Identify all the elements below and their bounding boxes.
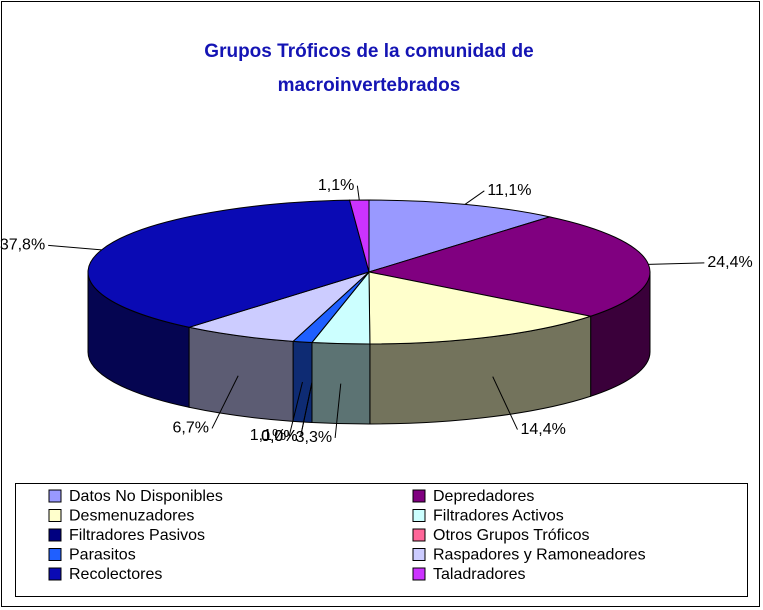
data-label: 0,0% (261, 428, 297, 445)
chart-title: macroinvertebrados (278, 75, 461, 96)
legend-swatch (412, 509, 426, 522)
slice-side (188, 326, 294, 422)
legend-label: Filtradores Activos (433, 508, 564, 525)
leader-line (48, 244, 102, 251)
slice (368, 199, 552, 273)
legend-label: Filtradores Pasivos (69, 527, 205, 544)
data-label: 14,4% (520, 421, 565, 438)
legend-swatch (48, 489, 62, 503)
data-label: 37,8% (0, 237, 45, 254)
data-label: 1,1% (250, 427, 286, 444)
data-label: 3,3% (296, 429, 332, 446)
leader-line (356, 185, 360, 201)
data-label: 1,1% (318, 177, 354, 194)
legend-swatch (412, 489, 426, 503)
leader-line (464, 190, 485, 205)
legend-swatch (412, 567, 426, 581)
chart-title: Grupos Tróficos de la comunidad de (204, 41, 533, 62)
legend-label: Raspadores y Ramoneadores (433, 547, 646, 564)
leader-line (648, 262, 705, 265)
legend-swatch (48, 528, 62, 542)
legend-label: Datos No Disponibles (69, 488, 223, 505)
legend-label: Taladradores (433, 566, 526, 583)
leader-line (492, 376, 518, 430)
slice (368, 216, 651, 317)
legend-box (15, 483, 748, 597)
legend-swatch (412, 548, 426, 561)
legend-swatch (48, 548, 62, 561)
slice (368, 271, 593, 345)
legend-label: Desmenuzadores (69, 508, 194, 525)
data-label: 0,0% (261, 428, 297, 445)
leader-line (334, 383, 342, 439)
legend-swatch (48, 567, 62, 581)
slice-side (311, 341, 371, 425)
legend-label: Parasitos (69, 547, 136, 564)
leader-line (288, 381, 303, 437)
leader-line (300, 382, 313, 437)
leader-line (211, 375, 239, 429)
slice (87, 199, 370, 328)
data-label: 11,1% (487, 182, 531, 199)
legend-label: Recolectores (69, 566, 162, 583)
data-label: 24,4% (707, 254, 752, 271)
legend-swatch (48, 509, 62, 522)
legend-label: Depredadores (433, 488, 534, 505)
legend-label: Otros Grupos Tróficos (433, 527, 590, 544)
legend-swatch (412, 528, 426, 542)
slice (187, 271, 370, 342)
data-label: 6,7% (173, 420, 209, 437)
